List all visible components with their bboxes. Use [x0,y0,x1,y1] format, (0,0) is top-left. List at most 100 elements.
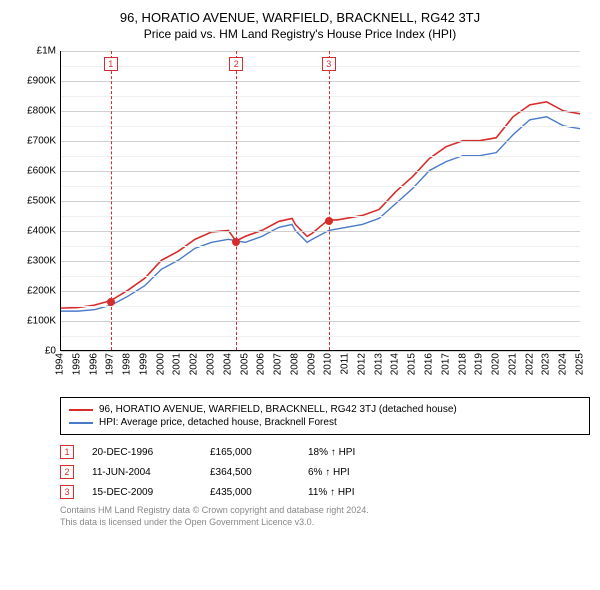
gridline-horizontal-minor [61,216,580,217]
y-tick-label: £1M [37,46,56,57]
sale-marker-dot [325,217,333,225]
x-tick-label: 2017 [440,353,451,375]
x-tick-label: 2016 [424,353,435,375]
x-tick-label: 1995 [71,353,82,375]
legend-swatch [69,422,93,424]
gridline-horizontal-minor [61,126,580,127]
gridline-horizontal-minor [61,336,580,337]
sale-event-date: 11-JUN-2004 [92,467,192,478]
sale-event-delta: 11% ↑ HPI [308,487,408,498]
gridline-horizontal [61,81,580,82]
gridline-horizontal-minor [61,156,580,157]
sale-event-index: 3 [60,485,74,499]
y-tick-label: £500K [27,196,56,207]
y-tick-label: £600K [27,166,56,177]
y-tick-label: £200K [27,286,56,297]
plot-area: 1 2 3 [60,51,580,351]
sale-event-row: 120-DEC-1996£165,00018% ↑ HPI [60,445,590,459]
chart-container: 96, HORATIO AVENUE, WARFIELD, BRACKNELL,… [0,0,600,538]
x-tick-label: 2013 [373,353,384,375]
x-tick-label: 2018 [457,353,468,375]
y-axis: £0£100K£200K£300K£400K£500K£600K£700K£80… [10,51,60,351]
sale-marker-box: 3 [322,57,336,71]
sale-marker-box: 2 [229,57,243,71]
gridline-horizontal [61,291,580,292]
x-tick-label: 2001 [172,353,183,375]
x-tick-label: 2022 [524,353,535,375]
legend-item: 96, HORATIO AVENUE, WARFIELD, BRACKNELL,… [69,404,581,415]
chart-title: 96, HORATIO AVENUE, WARFIELD, BRACKNELL,… [10,10,590,25]
x-tick-label: 2007 [273,353,284,375]
x-tick-label: 2020 [491,353,502,375]
gridline-horizontal-minor [61,276,580,277]
x-tick-label: 2012 [356,353,367,375]
sale-marker-box: 1 [104,57,118,71]
x-tick-label: 2025 [575,353,586,375]
footer-line-1: Contains HM Land Registry data © Crown c… [60,505,590,517]
sale-events-table: 120-DEC-1996£165,00018% ↑ HPI211-JUN-200… [60,445,590,499]
gridline-horizontal [61,261,580,262]
legend-swatch [69,409,93,411]
x-tick-label: 2010 [323,353,334,375]
gridline-horizontal [61,51,580,52]
x-tick-label: 2004 [222,353,233,375]
gridline-horizontal-minor [61,246,580,247]
sale-marker-line [236,51,237,350]
x-tick-label: 2011 [340,353,351,375]
x-tick-label: 1998 [122,353,133,375]
sale-event-index: 2 [60,465,74,479]
y-tick-label: £900K [27,76,56,87]
y-tick-label: £700K [27,136,56,147]
gridline-horizontal [61,141,580,142]
x-tick-label: 2009 [306,353,317,375]
x-tick-label: 2014 [390,353,401,375]
legend-item: HPI: Average price, detached house, Brac… [69,417,581,428]
sale-event-price: £364,500 [210,467,290,478]
legend: 96, HORATIO AVENUE, WARFIELD, BRACKNELL,… [60,397,590,435]
x-tick-label: 2015 [407,353,418,375]
gridline-horizontal-minor [61,306,580,307]
x-tick-label: 2021 [507,353,518,375]
x-tick-label: 2000 [155,353,166,375]
gridline-horizontal-minor [61,66,580,67]
gridline-horizontal [61,111,580,112]
footer-attribution: Contains HM Land Registry data © Crown c… [60,505,590,528]
footer-line-2: This data is licensed under the Open Gov… [60,517,590,529]
sale-event-row: 3 15-DEC-2009 £435,000 11% ↑ HPI [60,485,590,499]
chart-area: £0£100K£200K£300K£400K£500K£600K£700K£80… [60,51,580,351]
x-tick-label: 1999 [138,353,149,375]
chart-subtitle: Price paid vs. HM Land Registry's House … [10,27,590,41]
sale-event-date: 20-DEC-1996 [92,447,192,458]
sale-event-row: 2 11-JUN-2004 £364,500 6% ↑ HPI [60,465,590,479]
x-tick-label: 1994 [55,353,66,375]
y-tick-label: £800K [27,106,56,117]
x-tick-label: 2006 [256,353,267,375]
sale-marker-line [329,51,330,350]
sale-marker-dot [107,298,115,306]
y-tick-label: £300K [27,256,56,267]
sale-event-delta: 6% ↑ HPI [308,467,408,478]
sale-event-price: £165,000 [210,447,290,458]
gridline-horizontal-minor [61,186,580,187]
series-line [61,102,580,308]
gridline-horizontal-minor [61,96,580,97]
gridline-horizontal [61,201,580,202]
y-tick-label: £100K [27,316,56,327]
x-tick-label: 2019 [474,353,485,375]
x-tick-label: 1997 [105,353,116,375]
gridline-horizontal [61,171,580,172]
x-tick-label: 2024 [558,353,569,375]
x-axis: 1994199519961997199819992000200120022003… [60,351,580,387]
sale-event-date: 15-DEC-2009 [92,487,192,498]
gridline-horizontal [61,231,580,232]
x-tick-label: 2002 [189,353,200,375]
x-tick-label: 2003 [205,353,216,375]
sale-event-delta: 18% ↑ HPI [308,447,408,458]
sale-marker-dot [232,238,240,246]
gridline-horizontal [61,321,580,322]
legend-label: HPI: Average price, detached house, Brac… [99,417,337,428]
sale-event-price: £435,000 [210,487,290,498]
x-tick-label: 2008 [289,353,300,375]
legend-label: 96, HORATIO AVENUE, WARFIELD, BRACKNELL,… [99,404,457,415]
x-tick-label: 1996 [88,353,99,375]
